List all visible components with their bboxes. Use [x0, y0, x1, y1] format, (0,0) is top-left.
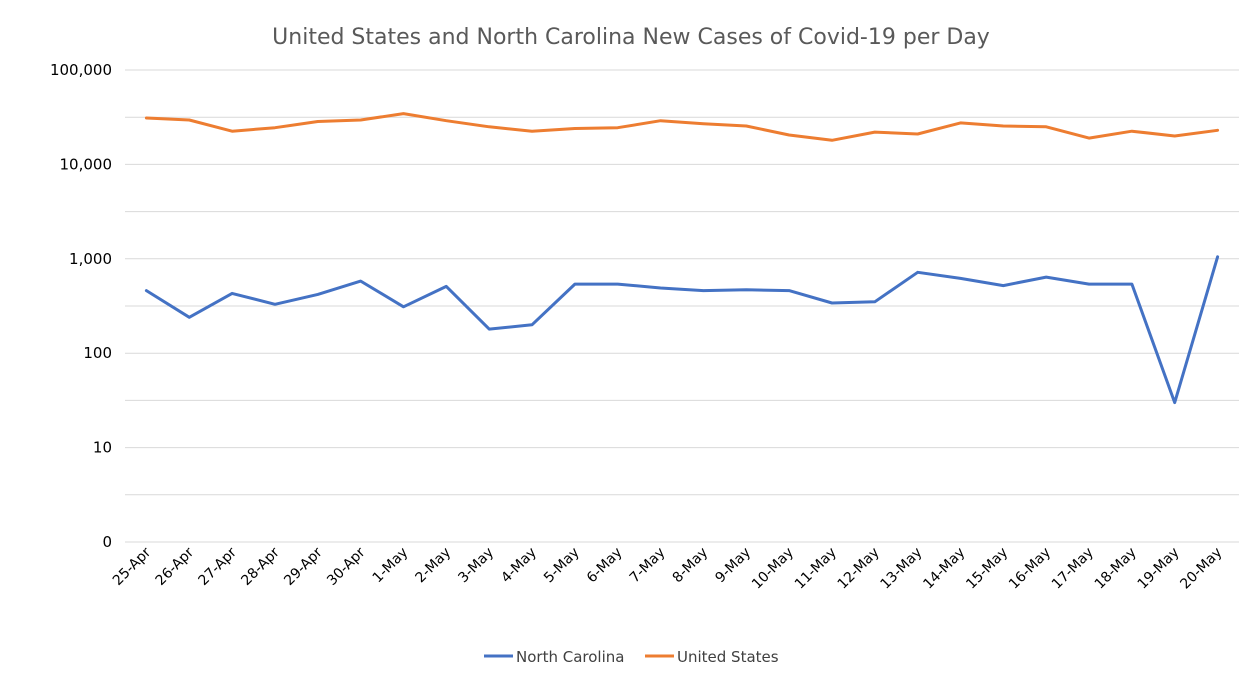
x-tick-label: 11-May — [792, 545, 840, 593]
legend-label-north-carolina: North Carolina — [516, 648, 624, 666]
y-tick-label: 100 — [83, 344, 112, 362]
x-tick-label: 29-Apr — [281, 544, 326, 589]
x-tick-label: 12-May — [835, 545, 883, 593]
x-tick-label: 8-May — [670, 545, 712, 587]
x-tick-label: 1-May — [370, 545, 412, 587]
series-line-united-states — [144, 112, 1220, 142]
y-axis-tick-labels: 0 10 100 1,000 10,000 100,000 — [50, 61, 112, 551]
y-tick-label: 1,000 — [69, 250, 112, 268]
x-tick-label: 9-May — [712, 545, 754, 587]
x-tick-label: 26-Apr — [153, 544, 198, 589]
y-tick-label: 10 — [93, 439, 112, 457]
series-lines — [144, 112, 1220, 405]
x-tick-label: 14-May — [920, 545, 968, 593]
legend-item-north-carolina: North Carolina — [484, 648, 624, 666]
series-line-north-carolina — [144, 255, 1220, 405]
x-tick-label: 5-May — [541, 545, 583, 587]
y-tick-label: 100,000 — [50, 61, 112, 79]
x-tick-label: 27-Apr — [196, 544, 241, 589]
gridlines — [125, 69, 1239, 543]
x-tick-label: 20-May — [1177, 545, 1225, 593]
x-tick-label: 28-Apr — [238, 544, 283, 589]
x-tick-label: 13-May — [878, 545, 926, 593]
legend-label-united-states: United States — [677, 648, 779, 666]
x-tick-label: 15-May — [963, 545, 1011, 593]
x-tick-label: 18-May — [1092, 545, 1140, 593]
legend-item-united-states: United States — [645, 648, 779, 666]
x-tick-label: 6-May — [584, 545, 626, 587]
x-tick-label: 10-May — [749, 545, 797, 593]
x-tick-label: 30-Apr — [324, 544, 369, 589]
x-tick-label: 16-May — [1006, 545, 1054, 593]
x-tick-label: 17-May — [1049, 545, 1097, 593]
x-tick-label: 25-Apr — [110, 544, 155, 589]
x-tick-label: 19-May — [1135, 545, 1183, 593]
y-tick-label: 10,000 — [60, 155, 113, 173]
legend: North Carolina United States — [484, 648, 779, 666]
x-tick-label: 4-May — [498, 545, 540, 587]
x-tick-label: 3-May — [455, 545, 497, 587]
x-tick-label: 7-May — [627, 545, 669, 587]
chart-title: United States and North Carolina New Cas… — [272, 25, 990, 50]
y-tick-label: 0 — [102, 533, 112, 551]
x-tick-label: 2-May — [413, 545, 455, 587]
